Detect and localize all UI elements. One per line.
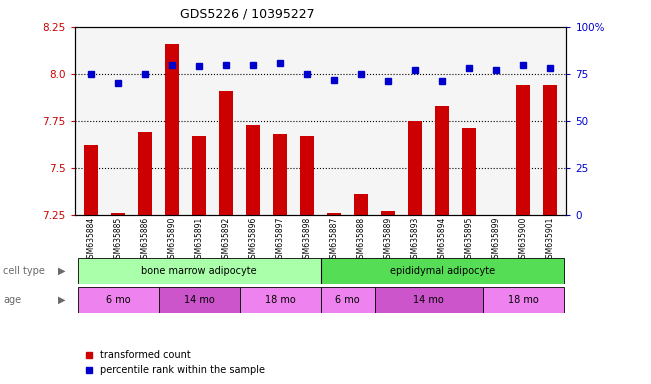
- Bar: [138, 132, 152, 215]
- Text: epididymal adipocyte: epididymal adipocyte: [389, 266, 495, 276]
- Bar: [544, 85, 557, 215]
- Bar: [300, 136, 314, 215]
- Text: bone marrow adipocyte: bone marrow adipocyte: [141, 266, 257, 276]
- Text: 6 mo: 6 mo: [105, 295, 130, 305]
- Text: 14 mo: 14 mo: [413, 295, 444, 305]
- Bar: [240, 287, 320, 313]
- Bar: [165, 44, 179, 215]
- Bar: [273, 134, 287, 215]
- Bar: [219, 91, 233, 215]
- Legend: transformed count, percentile rank within the sample: transformed count, percentile rank withi…: [79, 346, 269, 379]
- Bar: [381, 211, 395, 215]
- Text: age: age: [3, 295, 21, 305]
- Bar: [111, 213, 125, 215]
- Bar: [85, 146, 98, 215]
- Bar: [77, 287, 159, 313]
- Text: 18 mo: 18 mo: [265, 295, 296, 305]
- Bar: [516, 85, 530, 215]
- Bar: [462, 129, 476, 215]
- Text: 14 mo: 14 mo: [184, 295, 214, 305]
- Bar: [77, 258, 320, 284]
- Bar: [354, 194, 368, 215]
- Text: ▶: ▶: [58, 295, 66, 305]
- Bar: [482, 287, 564, 313]
- Text: GDS5226 / 10395227: GDS5226 / 10395227: [180, 8, 314, 21]
- Bar: [159, 287, 240, 313]
- Bar: [436, 106, 449, 215]
- Text: ▶: ▶: [58, 266, 66, 276]
- Bar: [320, 287, 374, 313]
- Bar: [327, 213, 341, 215]
- Text: 6 mo: 6 mo: [335, 295, 360, 305]
- Text: 18 mo: 18 mo: [508, 295, 538, 305]
- Text: cell type: cell type: [3, 266, 45, 276]
- Bar: [320, 258, 564, 284]
- Bar: [408, 121, 422, 215]
- Bar: [374, 287, 482, 313]
- Bar: [246, 125, 260, 215]
- Bar: [192, 136, 206, 215]
